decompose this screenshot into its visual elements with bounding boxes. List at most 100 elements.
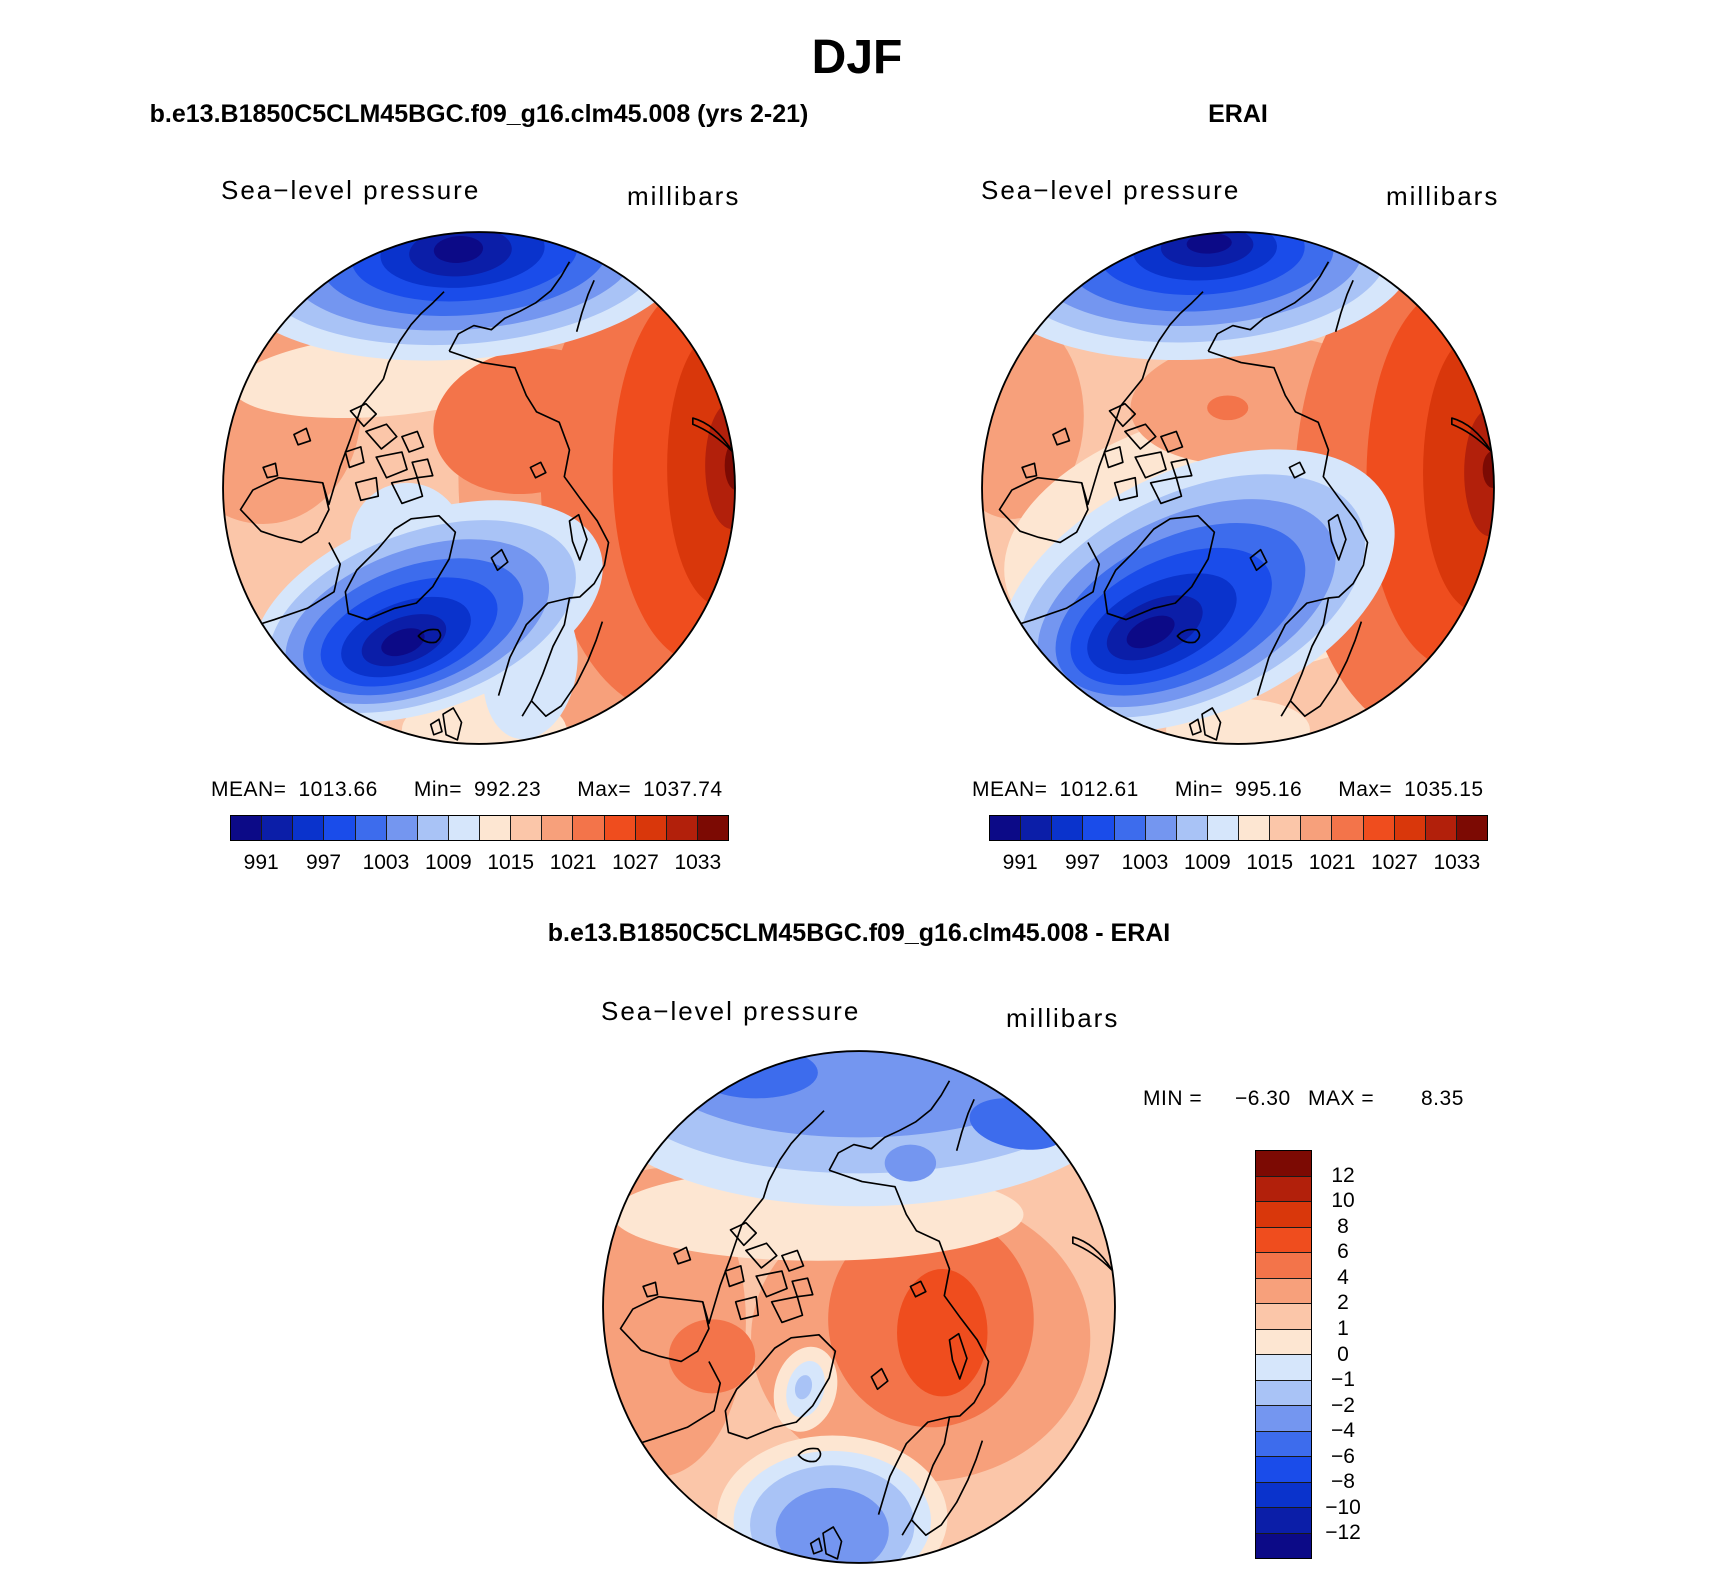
colorbar-swatch [697, 816, 728, 840]
map-boundary [602, 1050, 1116, 1564]
coastline [390, 476, 424, 505]
diff-polar-map [602, 1050, 1116, 1564]
coastline [1327, 513, 1347, 561]
coastline [809, 1537, 823, 1555]
colorbar-tick-label: −4 [1331, 1419, 1355, 1443]
colorbar-swatch [1256, 1151, 1311, 1177]
coastline [1207, 350, 1369, 599]
colorbar-swatch [1256, 1457, 1311, 1483]
colorbar-tick-label: −2 [1331, 1393, 1355, 1417]
max-label: Max= [577, 778, 632, 801]
pressure-contour-band [433, 236, 484, 263]
map-boundary [981, 231, 1495, 745]
coastline [877, 1416, 951, 1536]
coastline [365, 423, 398, 450]
colorbar-tick-label: 12 [1331, 1163, 1355, 1187]
coastline [948, 1332, 968, 1380]
coastline [822, 1526, 843, 1560]
coastline [1207, 261, 1330, 352]
coastline [770, 1295, 804, 1324]
colorbar-tick-label: 991 [243, 851, 279, 874]
figure-title: DJF [811, 31, 903, 84]
colorbar-swatch [480, 816, 512, 840]
coastline [1334, 280, 1354, 332]
coastline [1113, 476, 1139, 502]
coastline [1201, 707, 1222, 741]
colorbar-tick-label: −6 [1331, 1444, 1355, 1468]
pressure-contour-band [381, 628, 425, 657]
colorbar-swatch [1052, 816, 1084, 840]
colorbar-swatch [386, 816, 418, 840]
coastline [619, 1295, 710, 1363]
colorbar-tick-label: −12 [1325, 1521, 1361, 1545]
colorbar-tick-label: −1 [1331, 1368, 1355, 1392]
pressure-contour-band [775, 1487, 889, 1563]
colorbar-swatch [1270, 816, 1302, 840]
coastline [1188, 718, 1202, 736]
diff-panel-title: b.e13.B1850C5CLM45BGC.f09_g16.clm45.008 … [547, 919, 1171, 947]
colorbar-tick-label: 1 [1337, 1316, 1349, 1340]
coastline [1149, 476, 1183, 505]
coastline [448, 261, 571, 352]
coastline [870, 1367, 889, 1391]
colorbar-swatch [573, 816, 605, 840]
model-panel-title: b.e13.B1850C5CLM45BGC.f09_g16.clm45.008 … [149, 100, 809, 128]
obs-panel-title: ERAI [1208, 100, 1268, 128]
pressure-contour-band [724, 440, 735, 491]
colorbar-swatch [666, 816, 698, 840]
coastline [262, 462, 279, 479]
colorbar-swatch [1083, 816, 1115, 840]
obs-units-label: millibars [1386, 181, 1500, 211]
min-value: 992.23 [473, 778, 542, 801]
colorbar-swatch [1456, 816, 1487, 840]
colorbar-swatch [1256, 1202, 1311, 1228]
coastline [1160, 430, 1184, 453]
colorbar-tick-label: 997 [1065, 851, 1101, 874]
min-label: Min= [1174, 778, 1223, 801]
colorbar-tick-label: 8 [1337, 1214, 1349, 1238]
coastline [497, 597, 571, 717]
max-value: 1037.74 [643, 778, 723, 801]
colorbar-swatch [511, 816, 543, 840]
coastline [909, 1280, 927, 1298]
pressure-contour-band [668, 1319, 756, 1394]
diff-units-label: millibars [1006, 1003, 1120, 1033]
colorbar-swatch [1256, 1533, 1311, 1558]
coastline [998, 476, 1089, 544]
coastline [828, 1080, 951, 1171]
colorbar-swatch [1176, 816, 1208, 840]
coastline [1249, 548, 1268, 572]
colorbar-swatch [635, 816, 667, 840]
colorbar-tick-label: −8 [1331, 1470, 1355, 1494]
coastline [1288, 461, 1306, 479]
coastline [1134, 451, 1167, 479]
coastline [724, 1333, 837, 1440]
colorbar-tick-label: 1033 [674, 851, 722, 874]
colorbar-swatch [1256, 1431, 1311, 1457]
contour-field [982, 232, 1494, 744]
colorbar-tick-label: 1021 [549, 851, 597, 874]
min-value: 995.16 [1234, 778, 1303, 801]
coastline [642, 1281, 659, 1298]
coastline [429, 718, 443, 736]
colorbar-tick-label: 10 [1331, 1189, 1355, 1213]
pressure-contour-band [1186, 233, 1232, 254]
colorbar-swatch [293, 816, 325, 840]
coastline [1170, 458, 1193, 479]
colorbar-tick-label: 1033 [1433, 851, 1481, 874]
colorbar-tick-label: −10 [1325, 1495, 1361, 1519]
colorbar-tick-label: 1009 [1183, 851, 1231, 874]
coastline [529, 461, 547, 479]
model-colorbar [230, 815, 729, 841]
coastline [910, 1440, 984, 1537]
coastline [1103, 446, 1124, 469]
coastline [490, 548, 509, 572]
coastline [1256, 597, 1330, 717]
colorbar-tick-label: 6 [1337, 1240, 1349, 1264]
colorbar-swatch [1256, 1304, 1311, 1330]
coastline [349, 402, 378, 428]
colorbar-tick-label: 1003 [362, 851, 410, 874]
colorbar-tick-label: 1027 [1371, 851, 1418, 874]
colorbar-swatch [1425, 816, 1457, 840]
coastline [293, 427, 312, 446]
